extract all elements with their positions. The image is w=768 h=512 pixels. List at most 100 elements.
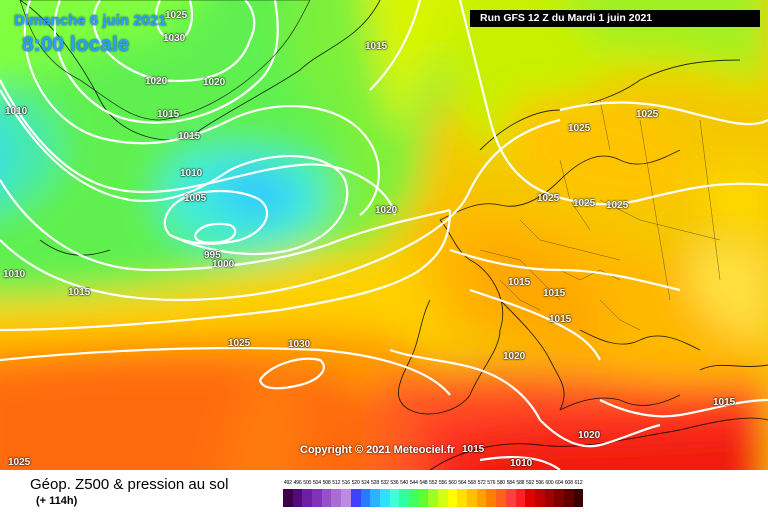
isobar-label: 1015 (178, 131, 201, 142)
isobar-label: 1000 (212, 259, 235, 270)
legend-swatch (283, 489, 293, 507)
isobar-label: 1025 (573, 198, 596, 209)
run-info: Run GFS 12 Z du Mardi 1 juin 2021 (470, 10, 760, 27)
legend-swatch (457, 489, 468, 507)
isobar-label: 1020 (578, 430, 601, 441)
isobar-label: 1020 (375, 205, 398, 216)
isobar-label: 1025 (8, 457, 31, 468)
isobar-label: 1030 (163, 33, 186, 44)
isobar-label: 1025 (537, 193, 560, 204)
copyright: Copyright © 2021 Meteociel.fr (300, 444, 455, 456)
legend-labels: 492 496 500 504 508 512 516 520 524 528 532 536 540 5… (283, 480, 583, 489)
legend-swatch (292, 489, 303, 507)
legend-value: 544 (409, 480, 418, 486)
legend-value: 492 (283, 480, 292, 486)
legend-swatch (554, 489, 564, 507)
legend-value: 564 (458, 480, 467, 486)
legend-swatch (379, 489, 390, 507)
legend-swatch (321, 489, 332, 507)
legend-swatch (447, 489, 458, 507)
legend-value: 572 (477, 480, 486, 486)
legend-value: 612 (574, 480, 583, 486)
isobar-label: 1030 (288, 339, 311, 350)
legend-value: 580 (496, 480, 505, 486)
color-legend: 492 496 500 504 508 512 516 520 524 528 532 536 540 5… (283, 480, 584, 507)
legend-swatch (331, 489, 342, 507)
legend-swatches (283, 489, 584, 507)
legend-value: 496 (293, 480, 302, 486)
legend-swatch (505, 489, 516, 507)
isobar-label: 1015 (549, 314, 572, 325)
legend-swatch (428, 489, 438, 507)
field-name: Géop. Z500 & pression au sol (30, 476, 229, 493)
legend-swatch (573, 489, 584, 507)
isobars (0, 0, 768, 470)
isobar-label: 1025 (606, 200, 629, 211)
legend-value: 556 (438, 480, 447, 486)
geopotential-field (0, 0, 768, 470)
legend-value: 548 (419, 480, 428, 486)
legend-value: 560 (448, 480, 457, 486)
legend-swatch (418, 489, 429, 507)
legend-swatch (515, 489, 526, 507)
lead-time: (+ 114h) (36, 495, 78, 507)
legend-swatch (544, 489, 555, 507)
isobar-label: 1005 (184, 193, 207, 204)
legend-swatch (389, 489, 400, 507)
legend-value: 516 (341, 480, 350, 486)
legend-value: 512 (332, 480, 341, 486)
legend-value: 536 (390, 480, 399, 486)
legend-swatch (312, 489, 322, 507)
legend-swatch (467, 489, 477, 507)
legend-value: 584 (506, 480, 515, 486)
isobar-label: 1015 (68, 287, 91, 298)
legend-value: 520 (351, 480, 360, 486)
legend-swatch (302, 489, 313, 507)
legend-value: 552 (429, 480, 438, 486)
isobar-label: 1015 (543, 288, 566, 299)
legend-value: 504 (312, 480, 321, 486)
legend-swatch (399, 489, 409, 507)
legend-swatch (350, 489, 361, 507)
legend-value: 592 (526, 480, 535, 486)
legend-value: 524 (361, 480, 370, 486)
legend-swatch (525, 489, 535, 507)
isobar-label: 1010 (3, 269, 26, 280)
legend-value: 540 (400, 480, 409, 486)
legend-swatch (486, 489, 497, 507)
legend-value: 604 (555, 480, 564, 486)
legend-swatch (438, 489, 448, 507)
legend-value: 608 (564, 480, 573, 486)
isobar-label: 1015 (713, 397, 736, 408)
legend-value: 508 (322, 480, 331, 486)
forecast-date: Dimanche 6 juin 2021 (14, 12, 167, 29)
isobar-label: 1020 (503, 351, 526, 362)
legend-swatch (496, 489, 506, 507)
weather-map: Dimanche 6 juin 2021 8:00 locale Run GFS… (0, 0, 768, 470)
map-canvas (0, 0, 768, 470)
map-footer: Géop. Z500 & pression au sol (+ 114h) 49… (0, 470, 768, 512)
isobar-label: 1025 (165, 10, 188, 21)
legend-swatch (370, 489, 380, 507)
isobar-label: 1025 (568, 123, 591, 134)
legend-value: 532 (380, 480, 389, 486)
legend-value: 500 (303, 480, 312, 486)
legend-swatch (408, 489, 419, 507)
legend-value: 576 (487, 480, 496, 486)
legend-swatch (341, 489, 351, 507)
isobar-label: 1015 (365, 41, 388, 52)
isobar-label: 1010 (510, 458, 533, 469)
legend-value: 596 (535, 480, 544, 486)
legend-swatch (476, 489, 487, 507)
legend-value: 528 (371, 480, 380, 486)
isobar-label: 995 (204, 250, 221, 261)
coastlines (19, 0, 768, 470)
isobar-label: 1010 (180, 168, 203, 179)
isobar-label: 1015 (157, 109, 180, 120)
legend-value: 568 (467, 480, 476, 486)
legend-swatch (534, 489, 545, 507)
isobar-label: 1025 (636, 109, 659, 120)
isobar-label: 1020 (145, 76, 168, 87)
isobar-label: 1010 (5, 106, 28, 117)
isobar-label: 1025 (228, 338, 251, 349)
